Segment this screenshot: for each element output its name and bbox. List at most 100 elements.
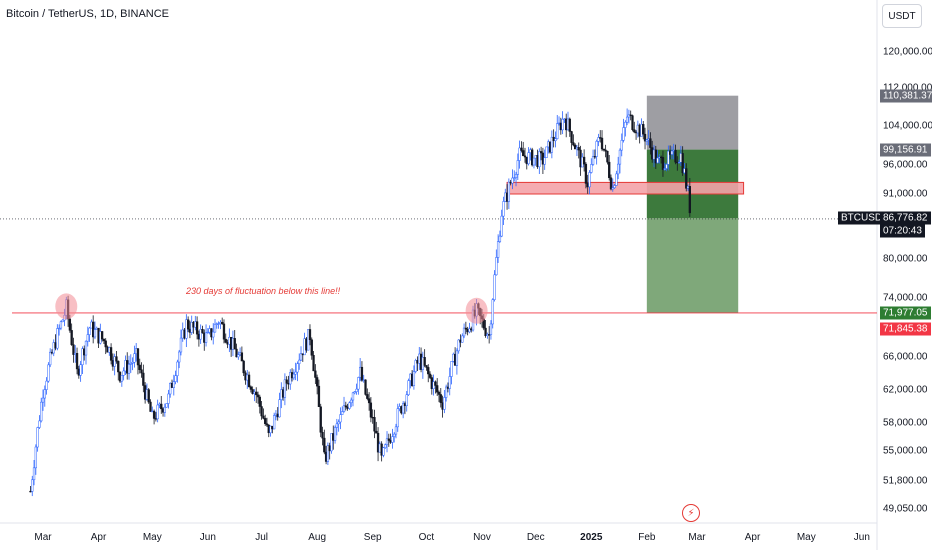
candle-body (131, 362, 134, 364)
currency-button[interactable]: USDT (882, 4, 922, 28)
candle-body (208, 328, 211, 333)
candle-body (326, 445, 330, 462)
candle (554, 131, 557, 148)
candle (430, 374, 433, 395)
candle (523, 147, 527, 163)
candle (645, 138, 648, 146)
candle (174, 370, 177, 385)
chart-title: Bitcoin / TetherUS, 1D, BINANCE (6, 8, 170, 20)
candle (310, 337, 313, 360)
candle-body (590, 164, 593, 173)
candle (113, 353, 116, 376)
candle (140, 362, 143, 378)
candle (568, 117, 571, 137)
candle-body (120, 375, 123, 382)
candle-body (129, 363, 132, 365)
candle-body (337, 421, 340, 425)
candle-body (656, 157, 659, 164)
candle-body (439, 394, 442, 403)
candle-body (109, 347, 113, 361)
candle (532, 157, 536, 169)
candle-body (505, 192, 509, 202)
candle (145, 383, 149, 401)
candle-body (575, 147, 579, 150)
candle (516, 153, 519, 181)
candle (262, 408, 265, 420)
candle (152, 409, 156, 425)
candle-body (418, 353, 421, 364)
candle-body (276, 413, 279, 418)
candle (237, 351, 240, 360)
candle-body (344, 405, 347, 408)
candle (290, 368, 294, 382)
candle (344, 401, 347, 411)
candle-body (688, 186, 691, 214)
candle (536, 149, 539, 169)
candle-body (269, 425, 272, 434)
candle (642, 121, 645, 140)
candle-body (647, 138, 650, 141)
candle (253, 389, 256, 402)
candle (339, 407, 342, 430)
candle-body (346, 406, 349, 409)
candle-body (434, 381, 437, 386)
candle (106, 345, 109, 353)
candle (550, 130, 554, 159)
x-tick-label: May (142, 532, 162, 543)
candle (425, 365, 428, 371)
y-tick-label: 58,000.00 (883, 417, 928, 429)
candle-body (117, 360, 120, 373)
candle (548, 141, 552, 154)
candle (518, 140, 521, 169)
candle-body (163, 406, 166, 413)
candle (118, 371, 122, 383)
candle-body (441, 402, 444, 410)
candle-body (552, 136, 555, 142)
candle-body (333, 427, 337, 441)
candle-body (206, 331, 209, 334)
candle-body (307, 329, 310, 351)
candle-body (668, 150, 672, 155)
candle-body (274, 413, 278, 416)
candle (319, 403, 322, 438)
lightning-icon[interactable]: ⚡ (682, 504, 700, 522)
candle (513, 170, 516, 182)
candle-body (419, 353, 423, 370)
candle-body (199, 329, 202, 340)
candle (108, 346, 111, 356)
candle-body (238, 352, 242, 356)
candle (602, 148, 605, 152)
candle (281, 386, 285, 401)
candle-body (280, 389, 283, 400)
candle-body (446, 386, 450, 389)
x-tick-label: May (796, 532, 816, 543)
candle-body (45, 380, 48, 390)
candle (238, 347, 242, 357)
candle-body (194, 321, 197, 328)
candle (131, 357, 134, 371)
candle-body (298, 359, 301, 364)
candle (299, 346, 303, 361)
candle-body (348, 402, 351, 409)
upper-price-label: 110,381.37 (880, 89, 932, 103)
candle-body (233, 338, 236, 350)
candle-body (221, 321, 224, 325)
candle (199, 324, 202, 344)
candle-body (249, 386, 252, 390)
candle (538, 148, 541, 175)
candle-body (83, 348, 86, 356)
candle (323, 429, 326, 455)
candle (197, 330, 201, 347)
candle (389, 433, 392, 444)
candle-body (224, 338, 227, 343)
resistance-zone (506, 181, 745, 195)
candle-body (631, 115, 634, 130)
candle-body (255, 391, 258, 396)
candle-body (240, 352, 244, 362)
y-tick-label: 62,000.00 (883, 384, 928, 396)
candle-body (522, 150, 525, 157)
candle-body (40, 401, 43, 422)
candle-body (95, 327, 98, 330)
candle (158, 402, 161, 409)
